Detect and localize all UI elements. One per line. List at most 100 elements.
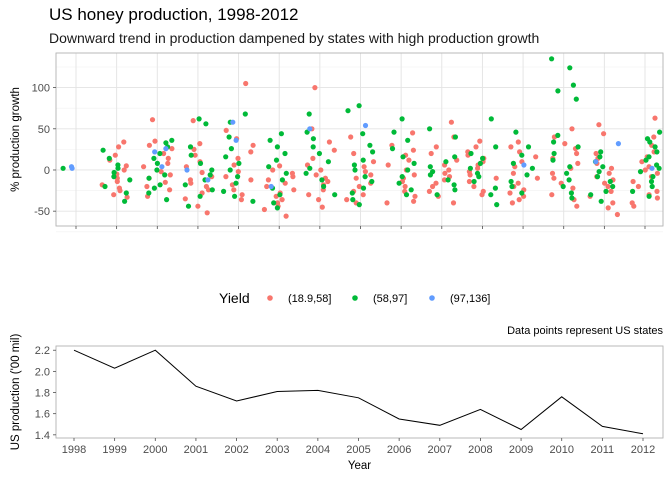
data-point: [204, 210, 210, 216]
data-point: [555, 88, 561, 94]
data-point: [238, 197, 244, 203]
data-point: [654, 195, 661, 201]
data-point: [529, 165, 536, 171]
data-point: [197, 193, 203, 199]
data-point: [242, 111, 248, 117]
data-point: [111, 169, 117, 176]
y-tick-label: 1.4: [35, 430, 50, 442]
data-point: [313, 172, 319, 178]
y-tick-label: -50: [34, 206, 50, 218]
data-point: [615, 141, 622, 147]
y-tick-label: 2.2: [35, 345, 50, 357]
data-point: [248, 177, 254, 183]
data-point: [291, 187, 297, 193]
data-point: [608, 188, 614, 194]
data-point: [361, 164, 367, 170]
x-tick-label: 2009: [509, 444, 533, 456]
data-point: [493, 175, 499, 181]
data-point: [117, 188, 123, 194]
data-point: [471, 183, 477, 190]
data-point: [306, 192, 312, 198]
data-point: [656, 165, 662, 171]
data-point: [124, 194, 130, 200]
x-tick-label: 2003: [265, 444, 289, 456]
data-point: [569, 195, 575, 201]
data-point: [566, 177, 572, 183]
data-point: [473, 144, 479, 150]
data-point: [596, 169, 602, 175]
legend-key: [429, 295, 435, 301]
data-point: [111, 174, 117, 180]
data-point: [519, 190, 525, 196]
data-point: [411, 198, 417, 204]
data-point: [369, 178, 375, 185]
data-point: [614, 211, 621, 218]
data-point: [152, 149, 158, 155]
data-point: [111, 192, 117, 198]
data-point: [551, 175, 557, 181]
data-point: [122, 198, 128, 204]
data-point: [250, 198, 256, 204]
data-point: [154, 167, 160, 173]
y-tick-label: 0: [44, 165, 50, 177]
data-point: [203, 121, 209, 127]
data-point: [493, 144, 499, 150]
data-point: [442, 170, 448, 176]
data-point: [362, 174, 368, 180]
data-point: [410, 147, 416, 153]
data-point: [123, 190, 129, 196]
data-point: [188, 152, 194, 158]
y-axis-label: US production ('00 mil): [10, 334, 22, 451]
data-point: [151, 185, 157, 191]
data-point: [596, 122, 602, 128]
data-point: [362, 169, 368, 175]
y-tick-label: 1.6: [35, 409, 50, 421]
data-point: [230, 119, 236, 125]
data-point: [356, 103, 362, 109]
data-point: [564, 170, 570, 176]
data-point: [161, 150, 167, 157]
data-point: [266, 164, 272, 170]
data-point: [605, 183, 611, 190]
data-point: [650, 174, 656, 180]
data-point: [127, 177, 133, 183]
data-point: [205, 187, 212, 193]
data-point: [226, 134, 232, 140]
data-point: [209, 167, 215, 173]
data-point: [268, 183, 274, 190]
data-point: [452, 134, 458, 140]
data-point: [149, 117, 156, 123]
data-point: [319, 177, 325, 183]
data-point: [185, 203, 192, 209]
x-tick-label: 2001: [184, 444, 208, 456]
data-point: [239, 192, 245, 198]
data-point: [492, 185, 498, 191]
data-point: [157, 182, 163, 188]
data-point: [360, 131, 366, 137]
data-point: [192, 152, 198, 158]
data-point: [443, 159, 449, 165]
y-tick-label: 50: [38, 124, 50, 136]
data-point: [197, 141, 203, 147]
data-point: [248, 149, 254, 155]
data-point: [209, 187, 215, 193]
data-point: [205, 177, 211, 183]
data-point: [351, 150, 357, 157]
data-point: [310, 144, 316, 150]
data-point: [169, 146, 175, 152]
data-point: [630, 178, 636, 185]
data-point: [368, 172, 374, 178]
data-point: [306, 111, 312, 117]
data-point: [515, 180, 521, 186]
data-point: [233, 137, 239, 143]
data-point: [652, 144, 658, 150]
data-point: [163, 146, 169, 152]
data-point: [601, 131, 607, 137]
data-point: [250, 142, 256, 148]
data-point: [116, 144, 122, 150]
data-point: [344, 197, 350, 203]
data-point: [389, 146, 396, 152]
data-point: [167, 187, 173, 193]
data-point: [352, 167, 358, 173]
data-point: [278, 131, 284, 137]
